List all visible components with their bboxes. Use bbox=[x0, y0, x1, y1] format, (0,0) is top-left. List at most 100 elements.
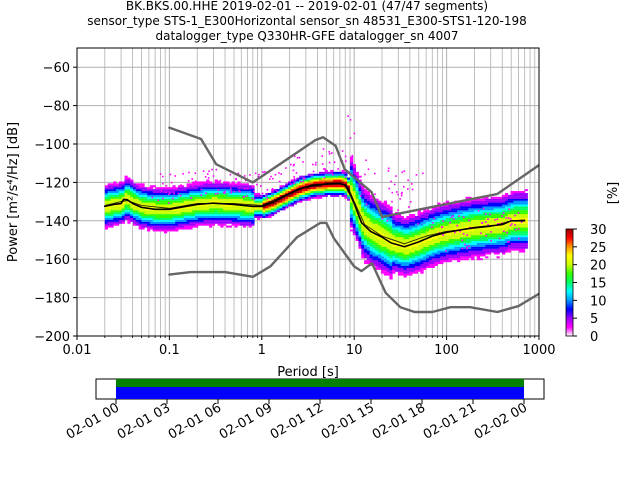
histogram-cell bbox=[423, 237, 427, 240]
histogram-cell bbox=[169, 198, 173, 201]
histogram-cell bbox=[437, 246, 441, 249]
histogram-cell bbox=[163, 217, 168, 220]
histogram-cell bbox=[242, 225, 247, 228]
histogram-cell bbox=[358, 223, 362, 226]
histogram-cell bbox=[372, 217, 376, 220]
histogram-cell bbox=[228, 192, 233, 195]
histogram-cell bbox=[493, 252, 497, 255]
histogram-cell bbox=[485, 208, 489, 211]
histogram-cell bbox=[276, 191, 280, 194]
histogram-cell bbox=[392, 248, 396, 251]
histogram-cell bbox=[488, 227, 492, 230]
histogram-cell bbox=[465, 219, 469, 222]
histogram-outlier bbox=[292, 169, 295, 172]
histogram-cell bbox=[310, 192, 314, 195]
histogram-cell bbox=[231, 185, 235, 188]
histogram-cell bbox=[290, 202, 295, 205]
histogram-cell bbox=[482, 210, 486, 213]
histogram-cell bbox=[307, 189, 311, 192]
histogram-cell bbox=[214, 206, 218, 209]
histogram-cell bbox=[383, 208, 388, 211]
histogram-cell bbox=[169, 187, 173, 190]
histogram-cell bbox=[225, 217, 230, 220]
histogram-cell bbox=[347, 185, 351, 188]
histogram-cell bbox=[437, 242, 441, 245]
histogram-cell bbox=[383, 231, 388, 234]
histogram-cell bbox=[423, 258, 427, 261]
histogram-cell bbox=[519, 200, 523, 203]
histogram-cell bbox=[502, 240, 506, 243]
histogram-cell bbox=[490, 227, 495, 230]
histogram-cell bbox=[349, 221, 354, 224]
histogram-cell bbox=[169, 196, 173, 199]
histogram-outlier bbox=[401, 191, 403, 194]
histogram-cell bbox=[431, 256, 435, 259]
histogram-cell bbox=[403, 271, 407, 274]
histogram-cell bbox=[440, 258, 444, 261]
histogram-cell bbox=[285, 189, 289, 192]
histogram-cell bbox=[200, 217, 204, 220]
histogram-cell bbox=[211, 185, 216, 188]
histogram-cell bbox=[513, 233, 517, 236]
histogram-cell bbox=[110, 206, 114, 209]
histogram-cell bbox=[510, 242, 514, 245]
histogram-cell bbox=[519, 204, 523, 207]
histogram-cell bbox=[490, 225, 495, 228]
histogram-cell bbox=[352, 216, 357, 218]
histogram-cell bbox=[524, 208, 528, 211]
histogram-cell bbox=[349, 225, 354, 228]
histogram-cell bbox=[375, 212, 379, 215]
histogram-cell bbox=[220, 210, 224, 213]
histogram-cell bbox=[462, 217, 466, 220]
histogram-cell bbox=[521, 194, 526, 197]
histogram-cell bbox=[496, 250, 500, 253]
histogram-cell bbox=[231, 216, 235, 218]
histogram-cell bbox=[127, 217, 131, 220]
histogram-outlier bbox=[426, 216, 429, 219]
histogram-cell bbox=[118, 214, 123, 217]
histogram-cell bbox=[462, 246, 466, 249]
histogram-cell bbox=[380, 265, 385, 268]
histogram-outlier bbox=[238, 190, 240, 192]
histogram-cell bbox=[431, 240, 435, 243]
histogram-cell bbox=[194, 194, 199, 197]
histogram-cell bbox=[389, 271, 393, 274]
histogram-cell bbox=[237, 183, 241, 186]
histogram-cell bbox=[504, 202, 509, 205]
histogram-cell bbox=[442, 214, 447, 217]
histogram-cell bbox=[251, 202, 255, 205]
histogram-cell bbox=[192, 194, 196, 197]
histogram-cell bbox=[313, 194, 317, 197]
histogram-cell bbox=[448, 254, 452, 257]
histogram-cell bbox=[358, 175, 362, 178]
histogram-cell bbox=[265, 206, 269, 209]
histogram-cell bbox=[172, 212, 176, 215]
histogram-cell bbox=[420, 223, 424, 226]
histogram-cell bbox=[524, 223, 528, 226]
histogram-cell bbox=[409, 252, 413, 255]
histogram-outlier bbox=[514, 224, 516, 226]
histogram-cell bbox=[372, 254, 376, 257]
histogram-cell bbox=[428, 239, 433, 242]
histogram-cell bbox=[189, 214, 193, 217]
histogram-cell bbox=[372, 221, 376, 224]
histogram-cell bbox=[282, 185, 286, 188]
histogram-cell bbox=[366, 219, 371, 222]
histogram-cell bbox=[457, 239, 461, 242]
histogram-cell bbox=[428, 246, 433, 249]
histogram-cell bbox=[361, 189, 365, 192]
histogram-cell bbox=[445, 206, 449, 209]
histogram-cell bbox=[206, 223, 210, 226]
histogram-cell bbox=[152, 204, 156, 207]
histogram-cell bbox=[380, 240, 385, 243]
histogram-cell bbox=[366, 216, 371, 218]
histogram-cell bbox=[468, 237, 472, 240]
histogram-cell bbox=[397, 231, 402, 234]
histogram-cell bbox=[254, 192, 258, 195]
histogram-cell bbox=[502, 252, 506, 255]
histogram-cell bbox=[468, 239, 472, 242]
histogram-cell bbox=[479, 217, 483, 220]
histogram-cell bbox=[513, 244, 517, 247]
histogram-cell bbox=[104, 217, 109, 220]
histogram-cell bbox=[203, 214, 207, 217]
